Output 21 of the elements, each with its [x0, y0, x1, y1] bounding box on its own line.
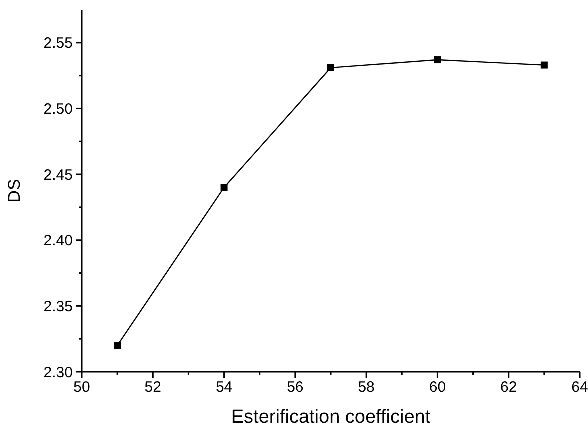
y-tick-label: 2.45: [44, 166, 73, 184]
x-tick-label: 64: [572, 379, 588, 396]
point: [114, 342, 122, 350]
y-tick-label: 2.50: [44, 100, 73, 118]
y-tick-label: 2.40: [44, 232, 73, 250]
y-tick-label: 2.55: [44, 35, 73, 52]
x-tick-label: 60: [429, 379, 446, 396]
x-tick-label: 58: [358, 379, 375, 396]
x-tick-label: 54: [216, 379, 233, 396]
point: [434, 56, 442, 64]
x-axis-title: Esterification coefficient: [231, 407, 432, 428]
y-tick-label: 2.35: [44, 298, 73, 316]
point: [328, 64, 334, 72]
x-tick-label: 62: [500, 379, 518, 396]
y-tick-label: 2.30: [44, 364, 73, 382]
point: [540, 62, 548, 69]
x-tick-label: 50: [74, 379, 90, 396]
y-axis-title: DS: [5, 179, 24, 203]
point: [220, 184, 228, 192]
x-tick-label: 56: [287, 379, 304, 396]
x-tick-label: 52: [144, 379, 162, 396]
